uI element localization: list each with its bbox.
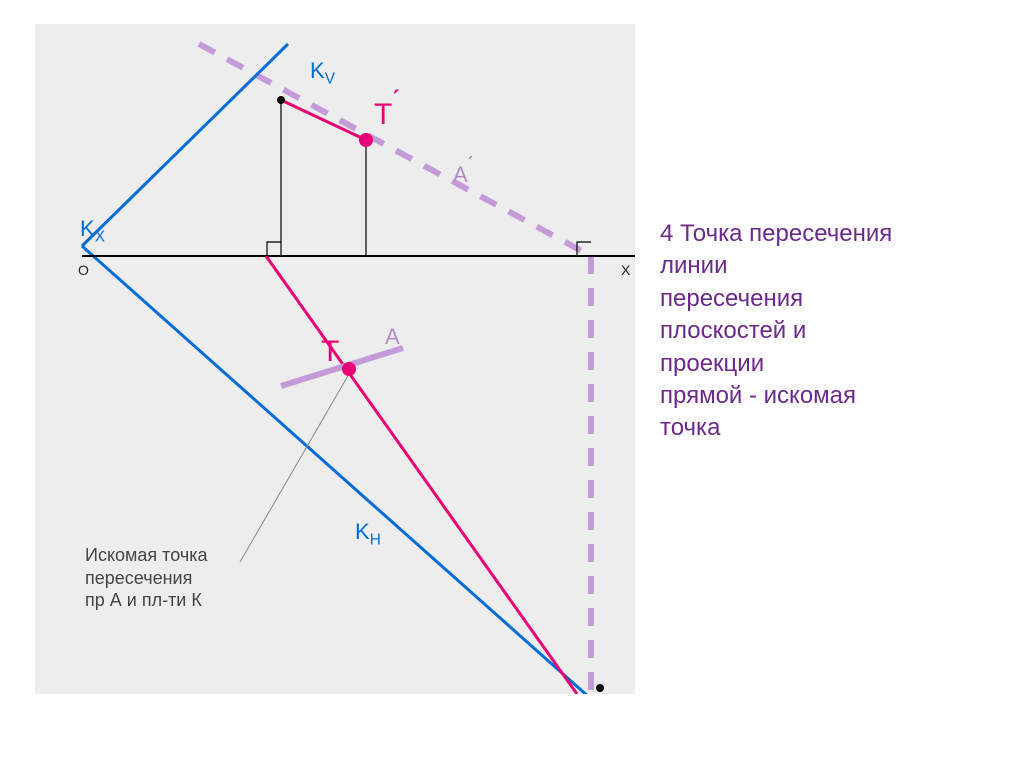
side-text-line-5: прямой - искомая: [660, 380, 892, 412]
dot-T_top: [359, 133, 373, 147]
side-text-line-1: линии: [660, 250, 892, 282]
callout-line-0: Искомая точка: [85, 544, 207, 567]
label-a-top: Aˊ: [453, 162, 475, 188]
side-text-line-4: проекции: [660, 348, 892, 380]
pink-line-long: [266, 256, 577, 694]
lavender-dash-diag: [199, 44, 591, 256]
side-text-line-3: плоскостей и: [660, 315, 892, 347]
callout-line-1: пересечения: [85, 567, 207, 590]
blue-line-kv: [82, 44, 288, 246]
callout-line-2: пр А и пл-ти К: [85, 589, 207, 612]
label-a-bot: A: [385, 324, 400, 350]
label-kx: KX: [80, 216, 105, 246]
explanation-text: 4 Точка пересечениялиниипересеченияплоск…: [660, 218, 892, 445]
side-text-line-6: точка: [660, 412, 892, 444]
label-kh: KH: [355, 519, 381, 549]
label-t-top: Tˊ: [374, 98, 402, 132]
label-x: X: [621, 262, 630, 278]
side-text-line-0: 4 Точка пересечения: [660, 218, 892, 250]
label-o: O: [78, 262, 89, 278]
side-text-line-2: пересечения: [660, 283, 892, 315]
pink-line-top: [281, 100, 366, 140]
blue-line-kh: [82, 246, 590, 694]
label-kv: KV: [310, 58, 335, 88]
dot-K_lowR: [596, 684, 604, 692]
dot-KV_notch: [277, 96, 285, 104]
right-angle-marker-0: [267, 242, 281, 256]
callout-box: Искомая точкапересеченияпр А и пл-ти К: [85, 544, 207, 612]
dot-T_bot: [342, 362, 356, 376]
lavender-segment: [281, 348, 403, 386]
label-t-bot: T: [321, 335, 339, 369]
page-root: 4 Точка пересечениялиниипересеченияплоск…: [0, 0, 1024, 768]
